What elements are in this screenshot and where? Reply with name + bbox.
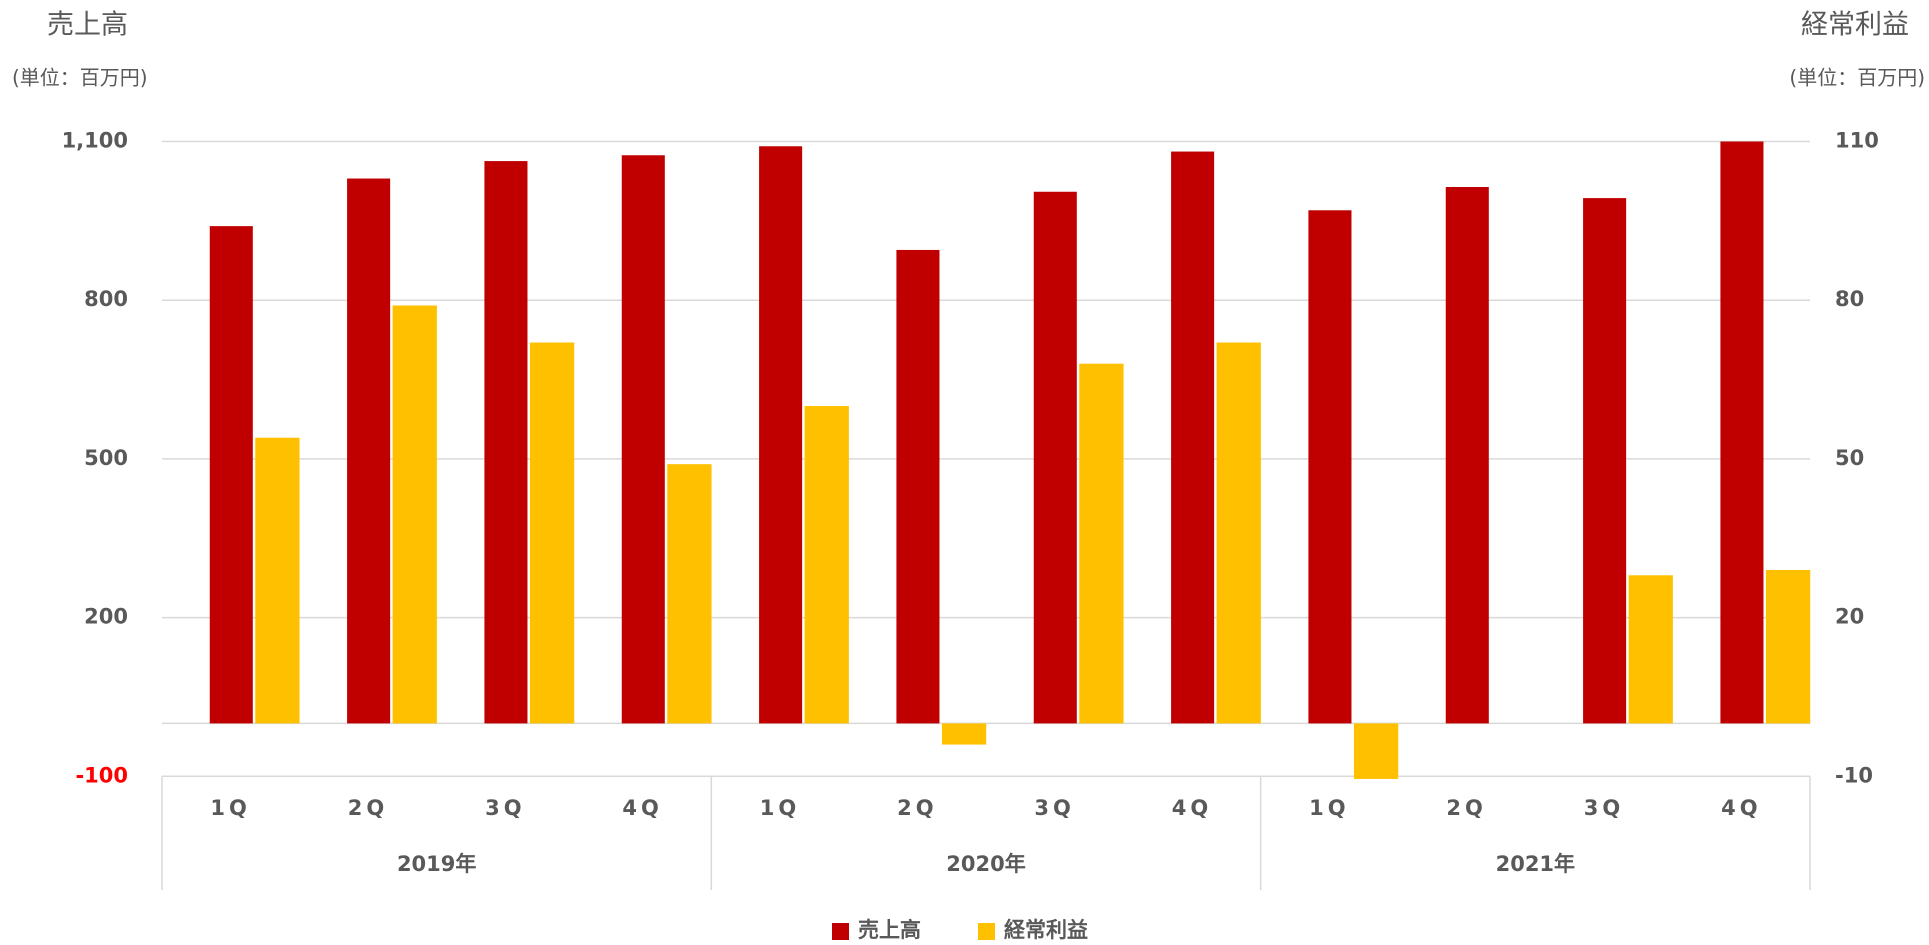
bar: [1033, 191, 1077, 724]
bar: [1171, 151, 1215, 724]
x-tick-label: 4Q: [622, 796, 662, 820]
bar: [804, 406, 849, 724]
bar: [529, 342, 575, 724]
x-tick-label: 2Q: [897, 796, 937, 820]
bar: [667, 464, 712, 724]
y2-tick-label: 50: [1835, 446, 1864, 470]
legend-swatch: [832, 923, 849, 940]
y2-tick-label: 20: [1835, 605, 1864, 629]
y-tick-label: 800: [84, 287, 128, 311]
y-tick-label: 1,100: [62, 129, 128, 153]
bar: [896, 249, 940, 724]
y2-tick-label: 110: [1835, 129, 1879, 153]
legend-swatch: [978, 923, 995, 940]
x-tick-label: 1Q: [760, 796, 800, 820]
y-axis-title: 売上高: [47, 10, 128, 41]
y2-tick-label: -10: [1835, 763, 1873, 787]
bar: [1720, 141, 1764, 724]
group-label: 2021年: [1496, 852, 1575, 876]
y-tick-label: 200: [84, 605, 128, 629]
bar: [1583, 198, 1627, 724]
bar: [484, 161, 528, 724]
bar: [1216, 342, 1261, 724]
legend-label: 売上高: [858, 918, 921, 942]
x-tick-label: 2Q: [348, 796, 388, 820]
x-tick-label: 1Q: [1309, 796, 1349, 820]
x-tick-label: 3Q: [1584, 796, 1624, 820]
bar: [392, 305, 437, 724]
bar: [255, 437, 300, 724]
bar: [1765, 569, 1811, 724]
y-unit: (単位：百万円): [12, 66, 148, 90]
x-tick-label: 1Q: [210, 796, 250, 820]
x-tick-label: 4Q: [1172, 796, 1212, 820]
bar: [1628, 575, 1673, 724]
y2-unit: (単位：百万円): [1789, 66, 1925, 90]
bar: [1353, 723, 1399, 779]
bar: [1308, 210, 1352, 724]
group-label: 2020年: [946, 852, 1025, 876]
x-tick-label: 4Q: [1721, 796, 1761, 820]
y-tick-label: 500: [84, 446, 128, 470]
bar: [347, 178, 391, 724]
bar: [759, 146, 803, 724]
group-label: 2019年: [397, 852, 476, 876]
bar: [1445, 186, 1489, 724]
bar: [1079, 363, 1124, 724]
x-tick-label: 3Q: [485, 796, 525, 820]
legend-label: 経常利益: [1004, 918, 1088, 942]
y2-tick-label: 80: [1835, 287, 1864, 311]
bar: [621, 155, 665, 724]
y-tick-label: -100: [75, 763, 128, 787]
y2-axis-title: 経常利益: [1801, 10, 1909, 41]
x-tick-label: 3Q: [1034, 796, 1074, 820]
bar: [941, 723, 987, 745]
bar: [209, 226, 253, 724]
x-tick-label: 2Q: [1446, 796, 1486, 820]
